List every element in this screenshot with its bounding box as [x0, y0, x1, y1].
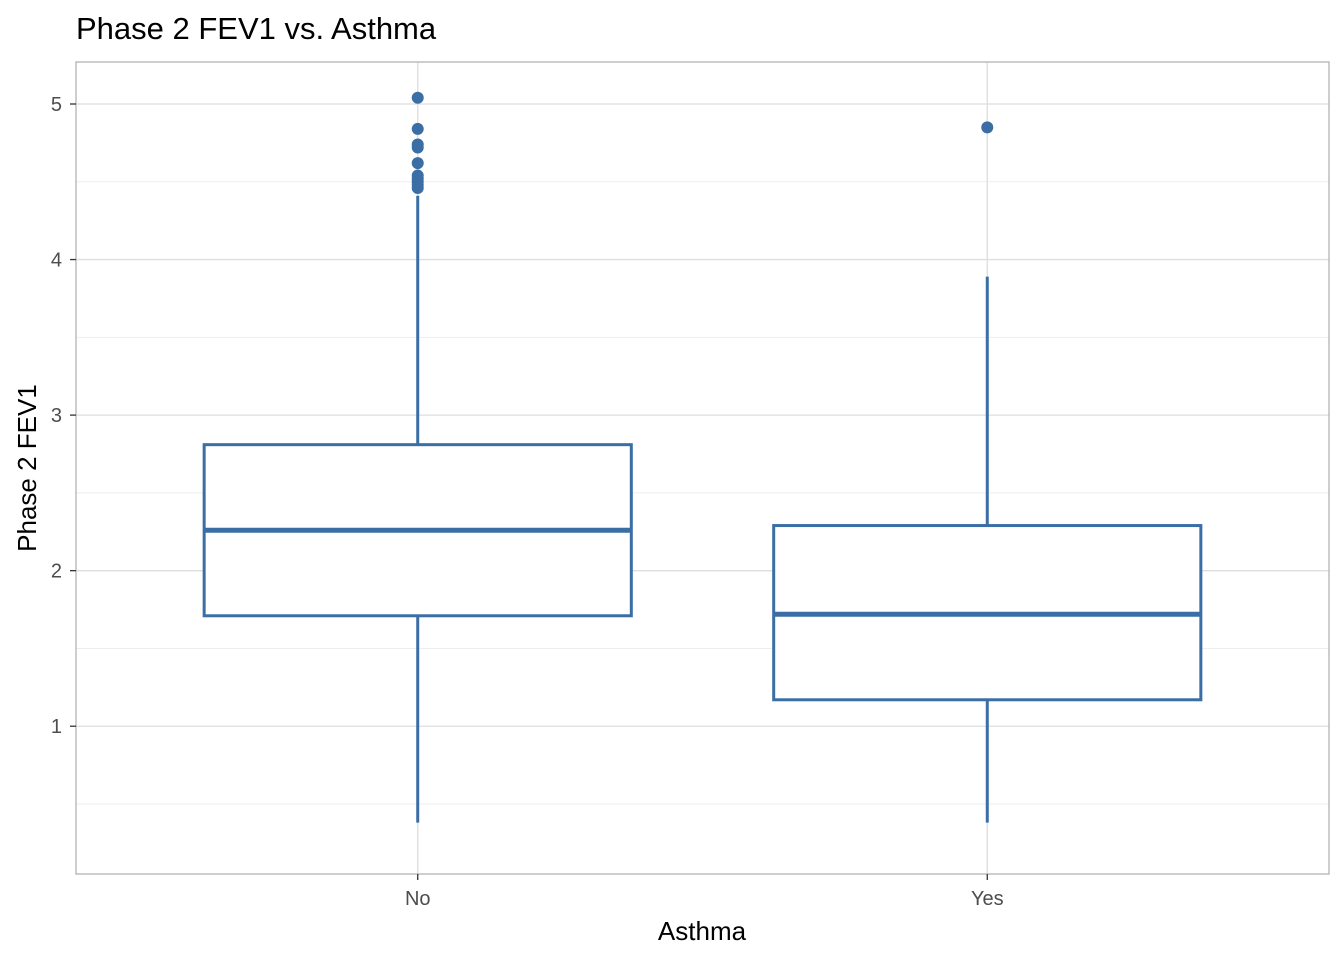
- chart-title: Phase 2 FEV1 vs. Asthma: [76, 11, 437, 46]
- panel-border: [75, 61, 1330, 875]
- box-no: [202, 91, 633, 823]
- x-axis: No Yes: [405, 874, 1004, 910]
- outlier-point: [411, 91, 424, 104]
- y-tick-label: 4: [51, 250, 62, 272]
- outlier-point: [411, 122, 424, 135]
- x-axis-title: Asthma: [658, 916, 747, 946]
- outlier-point: [411, 157, 424, 170]
- outlier-point: [981, 121, 994, 134]
- y-tick-label: 1: [51, 716, 62, 738]
- box-yes: [772, 121, 1203, 823]
- outlier-point: [411, 141, 424, 154]
- y-tick-label: 5: [51, 94, 62, 116]
- y-axis: 1 2 3 4 5: [51, 94, 76, 738]
- boxes: [202, 91, 1203, 823]
- y-tick-label: 2: [51, 561, 62, 583]
- outlier-point: [411, 182, 424, 194]
- y-axis-title: Phase 2 FEV1: [12, 384, 42, 552]
- x-tick-label: No: [405, 888, 431, 910]
- y-tick-label: 3: [51, 405, 62, 427]
- x-tick-label: Yes: [971, 888, 1004, 910]
